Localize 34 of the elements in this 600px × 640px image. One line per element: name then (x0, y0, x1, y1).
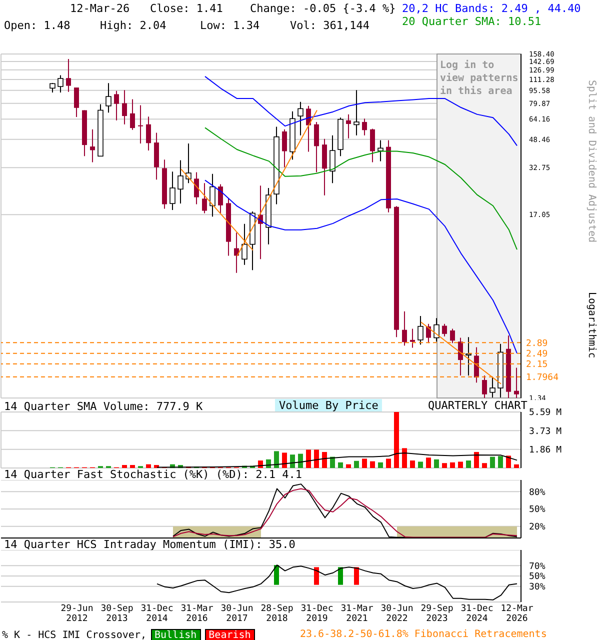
y-tick-label: 80% (529, 488, 546, 498)
y-tick-label: 5.59 M (529, 408, 562, 418)
text: High: 2.04 (100, 19, 166, 32)
y-tick-label: 1.86 M (529, 446, 562, 456)
text: Bearish (204, 629, 255, 640)
y-tick-label: 70% (529, 562, 546, 572)
ref-line-label: 2.15 (526, 360, 548, 370)
text: Volume By Price (275, 399, 382, 412)
text: Bullish (150, 629, 201, 640)
y-tick-label: 3.73 M (529, 426, 562, 437)
text: Low: 1.34 (200, 19, 260, 32)
y-axis-title: Split and Dividend Adjusted (586, 80, 597, 243)
text: Vol: 361,144 (290, 19, 370, 32)
text: Logarithmic (586, 292, 597, 358)
text: Change: -0.05 {-3.4 %} (250, 2, 396, 15)
text: QUARTERLY CHART (428, 399, 528, 412)
text: 23.6-38.2-50-61.8% Fibonacci Retracements (300, 629, 547, 640)
text: Close: 1.41 (150, 2, 223, 15)
ref-line-label: 2.89 (526, 338, 548, 349)
y-tick-label: 50% (529, 572, 546, 582)
text: 20 Quarter SMA: 10.51 (402, 15, 542, 28)
y-tick-label: 30% (529, 582, 546, 593)
legend-title: % K - HCS IMI Crossover, (2, 630, 146, 640)
text: 14 Quarter SMA Volume: 777.9 K (4, 400, 203, 413)
band-label: Log in to view patterns in this area (440, 60, 518, 97)
y-tick-label: 50% (529, 505, 546, 516)
text: 20,2 HC Bands: 2.49 , 44.40 (402, 2, 581, 15)
chart-title: 14 Quarter HCS Intraday Momentum (IMI): 35.0 (4, 538, 296, 551)
ref-line-label: 1.7964 (526, 373, 559, 384)
text: Open: 1.48 (4, 19, 70, 32)
ref-line-label: 2.49 (526, 350, 548, 360)
text: 12-Mar-26 (70, 2, 130, 15)
chart-title: 14 Quarter Fast Stochastic (%K) (%D): 2.1 4.1 (4, 468, 302, 481)
y-tick-label: 20% (529, 522, 546, 533)
